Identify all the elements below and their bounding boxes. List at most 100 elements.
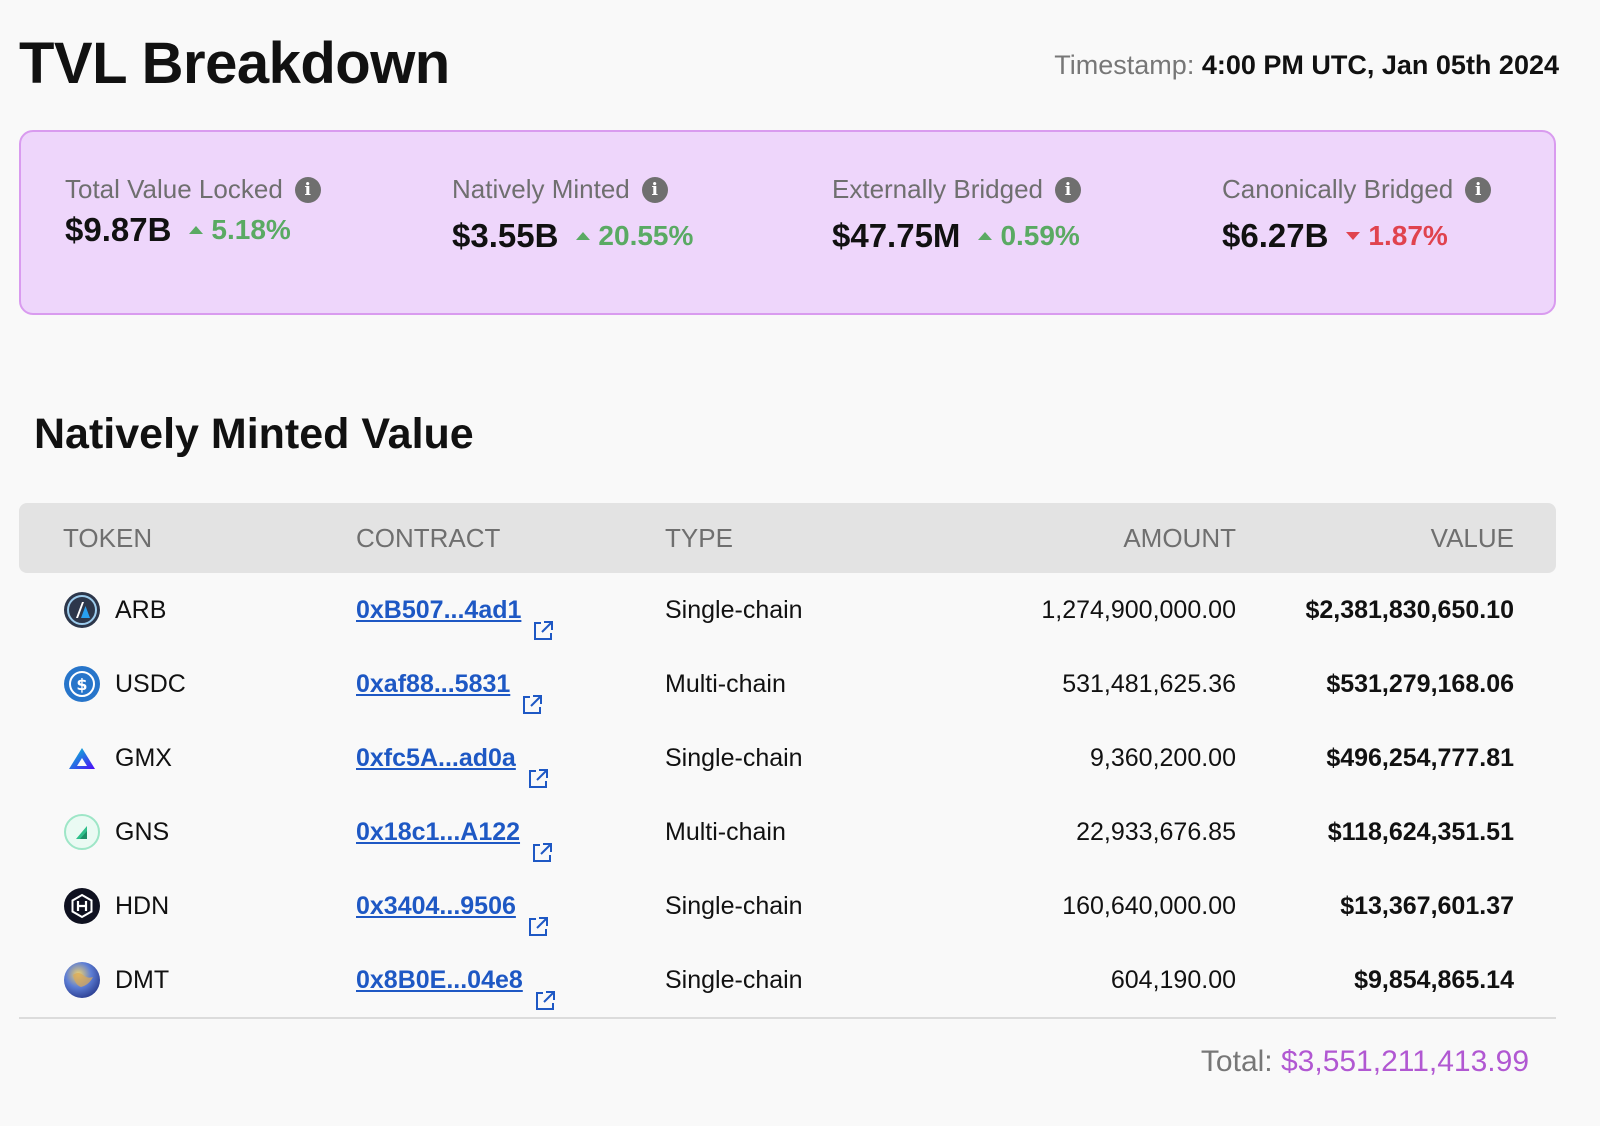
gmx-logo-icon bbox=[63, 739, 101, 777]
contract-link[interactable]: 0xfc5A...ad0a bbox=[356, 744, 516, 772]
timestamp-label: Timestamp: bbox=[1054, 50, 1195, 80]
token-symbol: GNS bbox=[115, 818, 170, 846]
type-cell: Single-chain bbox=[665, 892, 803, 920]
token-cell: $ USDC bbox=[63, 647, 186, 721]
amount-cell: 1,274,900,000.00 bbox=[1041, 596, 1236, 624]
timestamp: Timestamp: 4:00 PM UTC, Jan 05th 2024 bbox=[1054, 50, 1559, 81]
metric-change: 1.87% bbox=[1368, 220, 1448, 251]
token-symbol: ARB bbox=[115, 596, 167, 624]
contract-cell: 0xB507...4ad1 bbox=[356, 573, 555, 647]
token-table-body: ARB 0xB507...4ad1 Single-chain 1,274,900… bbox=[19, 573, 1556, 1017]
token-symbol: USDC bbox=[115, 670, 186, 698]
amount-cell: 604,190.00 bbox=[1110, 966, 1236, 994]
trend-up-icon bbox=[576, 232, 591, 240]
section-title: Natively Minted Value bbox=[34, 410, 474, 458]
hdn-logo-icon bbox=[63, 887, 101, 925]
amount-cell: 160,640,000.00 bbox=[1062, 892, 1236, 920]
external-link-icon[interactable] bbox=[526, 894, 550, 936]
table-row: GMX 0xfc5A...ad0a Single-chain 9,360,200… bbox=[19, 721, 1556, 795]
token-cell: GNS bbox=[63, 795, 169, 869]
table-row: $ USDC 0xaf88...5831 Multi-chain 531,481… bbox=[19, 647, 1556, 721]
column-header-contract: CONTRACT bbox=[356, 523, 501, 553]
contract-link[interactable]: 0x18c1...A122 bbox=[356, 818, 521, 846]
contract-link[interactable]: 0x3404...9506 bbox=[356, 892, 516, 920]
trend-up-icon bbox=[189, 226, 204, 234]
value-cell: $531,279,168.06 bbox=[1326, 670, 1514, 698]
type-cell: Multi-chain bbox=[665, 818, 786, 846]
value-cell: $2,381,830,650.10 bbox=[1305, 596, 1514, 624]
total-summary: Total: $3,551,211,413.99 bbox=[1201, 1045, 1529, 1079]
total-label: Total: bbox=[1200, 1045, 1273, 1078]
token-symbol: HDN bbox=[115, 892, 170, 920]
metric-label: Natively Minted bbox=[452, 174, 630, 204]
column-header-value: VALUE bbox=[1430, 523, 1514, 553]
metric-change: 0.59% bbox=[1000, 220, 1080, 251]
total-value: $3,551,211,413.99 bbox=[1280, 1045, 1529, 1078]
metric-total-value-locked: Total Value Locked i $9.87B 5.18% bbox=[65, 174, 321, 249]
token-cell: HDN bbox=[63, 869, 169, 943]
external-link-icon[interactable] bbox=[531, 598, 555, 640]
metric-externally-bridged: Externally Bridged i $47.75M 0.59% bbox=[832, 174, 1081, 255]
contract-link[interactable]: 0xaf88...5831 bbox=[356, 670, 511, 698]
column-header-token: TOKEN bbox=[63, 523, 153, 553]
type-cell: Single-chain bbox=[665, 744, 803, 772]
metric-label: Total Value Locked bbox=[65, 174, 283, 204]
dmt-logo-icon bbox=[63, 961, 101, 999]
type-cell: Single-chain bbox=[665, 596, 803, 624]
token-cell: DMT bbox=[63, 943, 169, 1017]
metric-change: 20.55% bbox=[598, 220, 694, 251]
timestamp-value: 4:00 PM UTC, Jan 05th 2024 bbox=[1201, 50, 1559, 80]
trend-up-icon bbox=[978, 232, 993, 240]
contract-cell: 0x3404...9506 bbox=[356, 869, 550, 943]
metric-value: $3.55B bbox=[452, 217, 559, 254]
gns-logo-icon bbox=[63, 813, 101, 851]
token-cell: ARB bbox=[63, 573, 166, 647]
contract-link[interactable]: 0xB507...4ad1 bbox=[356, 596, 522, 624]
column-header-amount: AMOUNT bbox=[1123, 523, 1236, 553]
info-icon[interactable]: i bbox=[641, 176, 668, 203]
value-cell: $13,367,601.37 bbox=[1340, 892, 1514, 920]
info-icon[interactable]: i bbox=[1465, 176, 1492, 203]
amount-cell: 9,360,200.00 bbox=[1090, 744, 1236, 772]
table-row: ARB 0xB507...4ad1 Single-chain 1,274,900… bbox=[19, 573, 1556, 647]
token-cell: GMX bbox=[63, 721, 172, 795]
metric-value: $6.27B bbox=[1222, 217, 1329, 254]
value-cell: $9,854,865.14 bbox=[1354, 966, 1514, 994]
contract-cell: 0x18c1...A122 bbox=[356, 795, 554, 869]
token-symbol: GMX bbox=[115, 744, 172, 772]
metric-label: Externally Bridged bbox=[832, 174, 1043, 204]
table-row: HDN 0x3404...9506 Single-chain 160,640,0… bbox=[19, 869, 1556, 943]
contract-cell: 0xaf88...5831 bbox=[356, 647, 544, 721]
token-symbol: DMT bbox=[115, 966, 170, 994]
metric-change: 5.18% bbox=[211, 214, 291, 245]
external-link-icon[interactable] bbox=[533, 968, 557, 1010]
type-cell: Multi-chain bbox=[665, 670, 786, 698]
contract-link[interactable]: 0x8B0E...04e8 bbox=[356, 966, 523, 994]
contract-cell: 0xfc5A...ad0a bbox=[356, 721, 550, 795]
arbitrum-logo-icon bbox=[63, 591, 101, 629]
table-row: DMT 0x8B0E...04e8 Single-chain 604,190.0… bbox=[19, 943, 1556, 1017]
metric-value: $9.87B bbox=[65, 211, 172, 248]
tvl-summary-card: Total Value Locked i $9.87B 5.18% Native… bbox=[19, 130, 1556, 315]
amount-cell: 22,933,676.85 bbox=[1076, 818, 1236, 846]
contract-cell: 0x8B0E...04e8 bbox=[356, 943, 557, 1017]
metric-label: Canonically Bridged bbox=[1222, 174, 1454, 204]
metric-canonically-bridged: Canonically Bridged i $6.27B 1.87% bbox=[1222, 174, 1492, 255]
metric-natively-minted: Natively Minted i $3.55B 20.55% bbox=[452, 174, 693, 255]
info-icon[interactable]: i bbox=[294, 176, 321, 203]
svg-text:$: $ bbox=[76, 675, 87, 694]
value-cell: $118,624,351.51 bbox=[1327, 818, 1514, 846]
external-link-icon[interactable] bbox=[530, 820, 554, 862]
usdc-logo-icon: $ bbox=[63, 665, 101, 703]
page-title: TVL Breakdown bbox=[19, 31, 450, 96]
table-divider bbox=[19, 1017, 1556, 1019]
value-cell: $496,254,777.81 bbox=[1326, 744, 1514, 772]
table-header: TOKEN CONTRACT TYPE AMOUNT VALUE bbox=[19, 503, 1556, 573]
external-link-icon[interactable] bbox=[526, 746, 550, 788]
amount-cell: 531,481,625.36 bbox=[1062, 670, 1236, 698]
metric-value: $47.75M bbox=[832, 217, 961, 254]
external-link-icon[interactable] bbox=[520, 672, 544, 714]
info-icon[interactable]: i bbox=[1055, 176, 1081, 203]
type-cell: Single-chain bbox=[665, 966, 803, 994]
trend-down-icon bbox=[1346, 232, 1361, 240]
